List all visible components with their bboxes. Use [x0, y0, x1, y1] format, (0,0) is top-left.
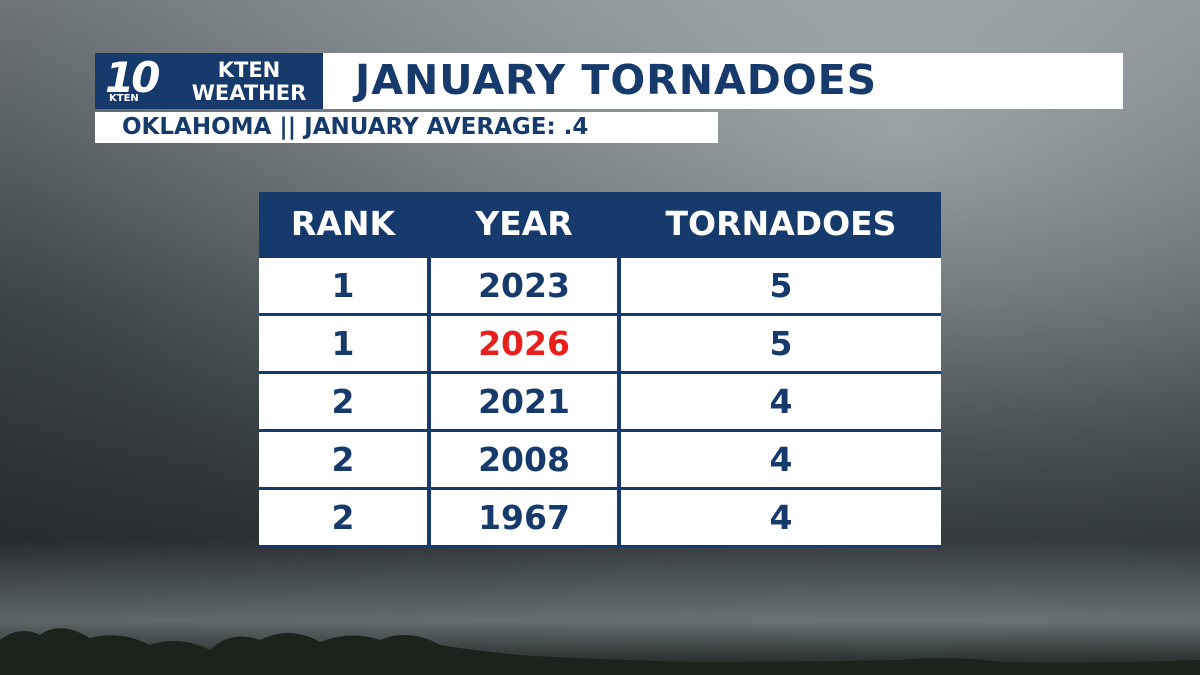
table-cell: 2008 [431, 432, 617, 487]
subtitle-bar [95, 112, 718, 143]
table-cell: 1 [259, 316, 427, 371]
channel-number: 10 [105, 53, 160, 102]
table-cell: 5 [621, 258, 941, 313]
table: RANK YEAR TORNADOES 1 2023 5 1 2026 5 2 2021 4 2 2008… [259, 192, 941, 547]
logo-line: WEATHER [191, 81, 307, 105]
table-cell: 4 [621, 432, 941, 487]
table-cell: 1 [259, 258, 427, 313]
table-cell: 2026 [431, 316, 617, 371]
table-cell: 1967 [431, 490, 617, 545]
column-header: TORNADOES [621, 192, 941, 255]
call-sign: KTEN [109, 93, 139, 104]
treeline [0, 628, 1200, 675]
table-cell: 2023 [431, 258, 617, 313]
logo-line: KTEN [217, 58, 281, 82]
subtitle: OKLAHOMA || JANUARY AVERAGE: .4 [122, 114, 589, 140]
column-header: YEAR [431, 192, 617, 255]
table-cell: 2 [259, 432, 427, 487]
table-cell: 5 [621, 316, 941, 371]
table-cell: 4 [621, 374, 941, 429]
logo: 10 KTEN KTEN WEATHER [95, 53, 323, 109]
title: JANUARY TORNADOES [355, 56, 878, 104]
column-header: RANK [259, 192, 427, 255]
table-cell: 2021 [431, 374, 617, 429]
table-cell: 2 [259, 490, 427, 545]
table-cell: 4 [621, 490, 941, 545]
table-cell: 2 [259, 374, 427, 429]
